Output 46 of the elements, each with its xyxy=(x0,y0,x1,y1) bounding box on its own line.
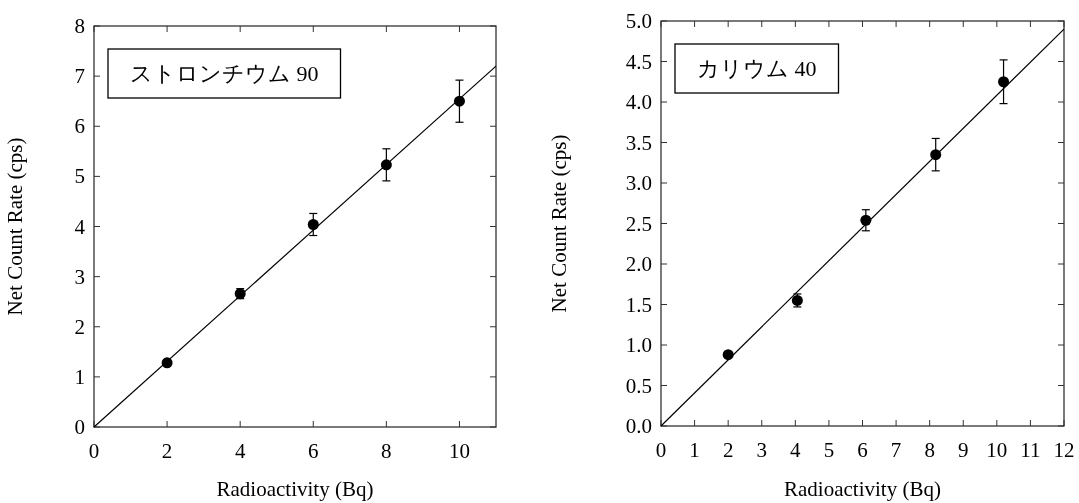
y-tick-label: 4 xyxy=(74,214,86,239)
y-tick-label: 8 xyxy=(74,14,85,38)
y-tick-label: 1.0 xyxy=(625,333,652,357)
x-tick-label: 8 xyxy=(381,439,392,463)
y-tick-label: 5.0 xyxy=(625,9,652,33)
x-axis-title: Radioactivity (Bq) xyxy=(216,477,374,501)
y-tick-label: 0.0 xyxy=(625,414,652,438)
y-axis-title: Net Count Rate (cps) xyxy=(547,134,571,313)
x-tick-label: 6 xyxy=(857,438,868,462)
y-tick-label: 1.5 xyxy=(625,292,652,317)
y-tick-label: 2.5 xyxy=(625,211,652,236)
x-tick-label: 11 xyxy=(1020,438,1041,462)
y-tick-label: 0.5 xyxy=(625,373,652,398)
y-tick-label: 2 xyxy=(74,314,85,339)
y-tick-label: 3.5 xyxy=(625,130,652,155)
x-tick-label: 12 xyxy=(1053,438,1075,462)
y-tick-label: 3 xyxy=(74,264,85,289)
point xyxy=(722,349,734,361)
y-tick-label: 4.0 xyxy=(625,90,652,114)
y-tick-label: 4.5 xyxy=(625,49,652,74)
annotation: カリウム 40 xyxy=(697,56,817,81)
x-tick-label: 2 xyxy=(161,439,173,463)
x-tick-label: 9 xyxy=(958,438,969,462)
y-tick-label: 2.0 xyxy=(625,252,652,276)
y-tick-label: 1 xyxy=(74,364,85,389)
x-axis-title: Radioactivity (Bq) xyxy=(784,477,941,501)
y-tick-label: 0 xyxy=(74,415,85,439)
x-tick-label: 5 xyxy=(823,438,835,462)
x-tick-label: 1 xyxy=(689,438,700,462)
y-tick-label: 3.0 xyxy=(625,171,652,195)
x-tick-label: 0 xyxy=(655,438,667,462)
y-axis-title: Net Count Rate (cps) xyxy=(3,137,27,316)
x-tick-label: 8 xyxy=(924,438,935,462)
x-tick-label: 4 xyxy=(234,439,246,463)
annotation: ストロンチウム 90 xyxy=(130,61,319,86)
x-tick-label: 6 xyxy=(308,439,319,463)
x-tick-label: 4 xyxy=(790,438,802,462)
y-tick-label: 5 xyxy=(74,164,85,189)
x-tick-label: 10 xyxy=(986,438,1008,462)
x-tick-label: 3 xyxy=(756,438,767,462)
point xyxy=(998,76,1010,88)
x-tick-label: 2 xyxy=(722,438,734,462)
x-tick-label: 10 xyxy=(448,439,470,463)
x-tick-label: 7 xyxy=(890,438,902,462)
y-tick-label: 6 xyxy=(74,114,85,139)
y-tick-label: 7 xyxy=(74,64,85,89)
